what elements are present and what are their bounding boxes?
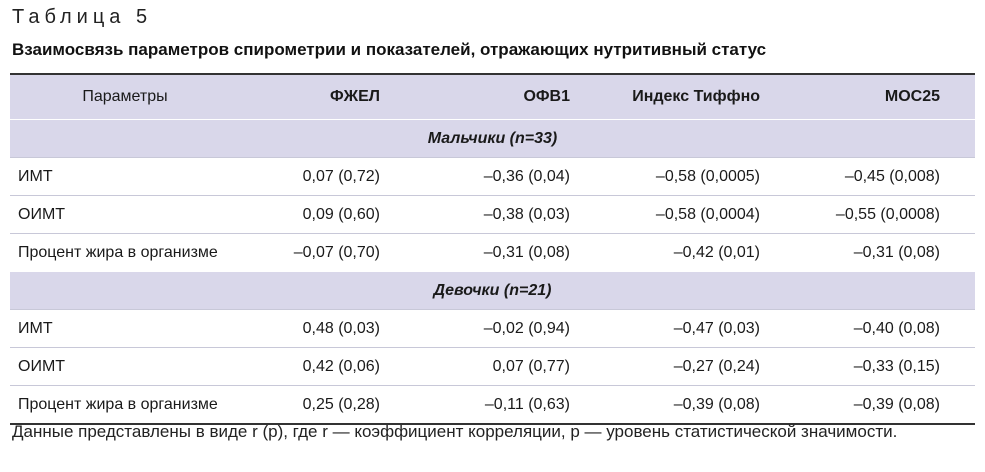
header-mef25: МОС25 [884, 88, 940, 105]
cell-fev1: –0,31 (0,08) [483, 243, 570, 261]
cell-tiffeneau: –0,39 (0,08) [673, 395, 760, 413]
table-row: Процент жира в организме –0,07 (0,70) –0… [10, 233, 975, 271]
row-param: Процент жира в организме [18, 243, 218, 261]
table-footnote: Данные представлены в виде r (p), где r … [12, 422, 898, 441]
header-tiffeneau: Индекс Тиффно [632, 88, 760, 105]
cell-tiffeneau: –0,42 (0,01) [673, 243, 760, 261]
group-label: Девочки (n=21) [433, 281, 552, 299]
cell-fev1: 0,07 (0,77) [492, 357, 570, 375]
cell-tiffeneau: –0,58 (0,0005) [655, 167, 760, 185]
cell-mef25: –0,40 (0,08) [853, 319, 940, 337]
cell-mef25: –0,39 (0,08) [853, 395, 940, 413]
header-fvc: ФЖЕЛ [329, 88, 380, 105]
cell-mef25: –0,55 (0,0008) [835, 205, 940, 223]
cell-fev1: –0,36 (0,04) [483, 167, 570, 185]
table-header-row: Параметры ФЖЕЛ ОФВ1 Индекс Тиффно МОС25 [10, 75, 975, 119]
cell-fvc: 0,48 (0,03) [302, 319, 380, 337]
header-params: Параметры [82, 88, 168, 105]
table-row: ОИМТ 0,42 (0,06) 0,07 (0,77) –0,27 (0,24… [10, 347, 975, 385]
group-row-girls: Девочки (n=21) [10, 271, 975, 309]
table-row: Процент жира в организме 0,25 (0,28) –0,… [10, 385, 975, 423]
cell-fvc: 0,42 (0,06) [302, 357, 380, 375]
cell-fvc: 0,07 (0,72) [302, 167, 380, 185]
cell-mef25: –0,45 (0,008) [844, 167, 940, 185]
row-param: ОИМТ [18, 205, 66, 223]
cell-fvc: 0,25 (0,28) [302, 395, 380, 413]
header-fev1: ОФВ1 [523, 88, 570, 105]
row-param: ИМТ [18, 167, 53, 185]
group-row-boys: Мальчики (n=33) [10, 119, 975, 157]
table-row: ИМТ 0,07 (0,72) –0,36 (0,04) –0,58 (0,00… [10, 157, 975, 195]
table-number-label: Таблица 5 [12, 6, 153, 28]
cell-tiffeneau: –0,27 (0,24) [673, 357, 760, 375]
cell-fev1: –0,38 (0,03) [483, 205, 570, 223]
cell-fvc: 0,09 (0,60) [302, 205, 380, 223]
correlation-table: Параметры ФЖЕЛ ОФВ1 Индекс Тиффно МОС25 … [10, 73, 975, 425]
cell-mef25: –0,33 (0,15) [853, 357, 940, 375]
group-label: Мальчики (n=33) [427, 129, 558, 147]
cell-fvc: –0,07 (0,70) [293, 243, 380, 261]
row-param: ОИМТ [18, 357, 66, 375]
cell-tiffeneau: –0,58 (0,0004) [655, 205, 760, 223]
row-param: Процент жира в организме [18, 395, 218, 413]
table-row: ОИМТ 0,09 (0,60) –0,38 (0,03) –0,58 (0,0… [10, 195, 975, 233]
cell-tiffeneau: –0,47 (0,03) [673, 319, 760, 337]
table-title: Взаимосвязь параметров спирометрии и пок… [12, 40, 767, 59]
cell-fev1: –0,11 (0,63) [484, 395, 570, 413]
cell-mef25: –0,31 (0,08) [853, 243, 940, 261]
row-param: ИМТ [18, 319, 53, 337]
table-row: ИМТ 0,48 (0,03) –0,02 (0,94) –0,47 (0,03… [10, 309, 975, 347]
cell-fev1: –0,02 (0,94) [483, 319, 570, 337]
